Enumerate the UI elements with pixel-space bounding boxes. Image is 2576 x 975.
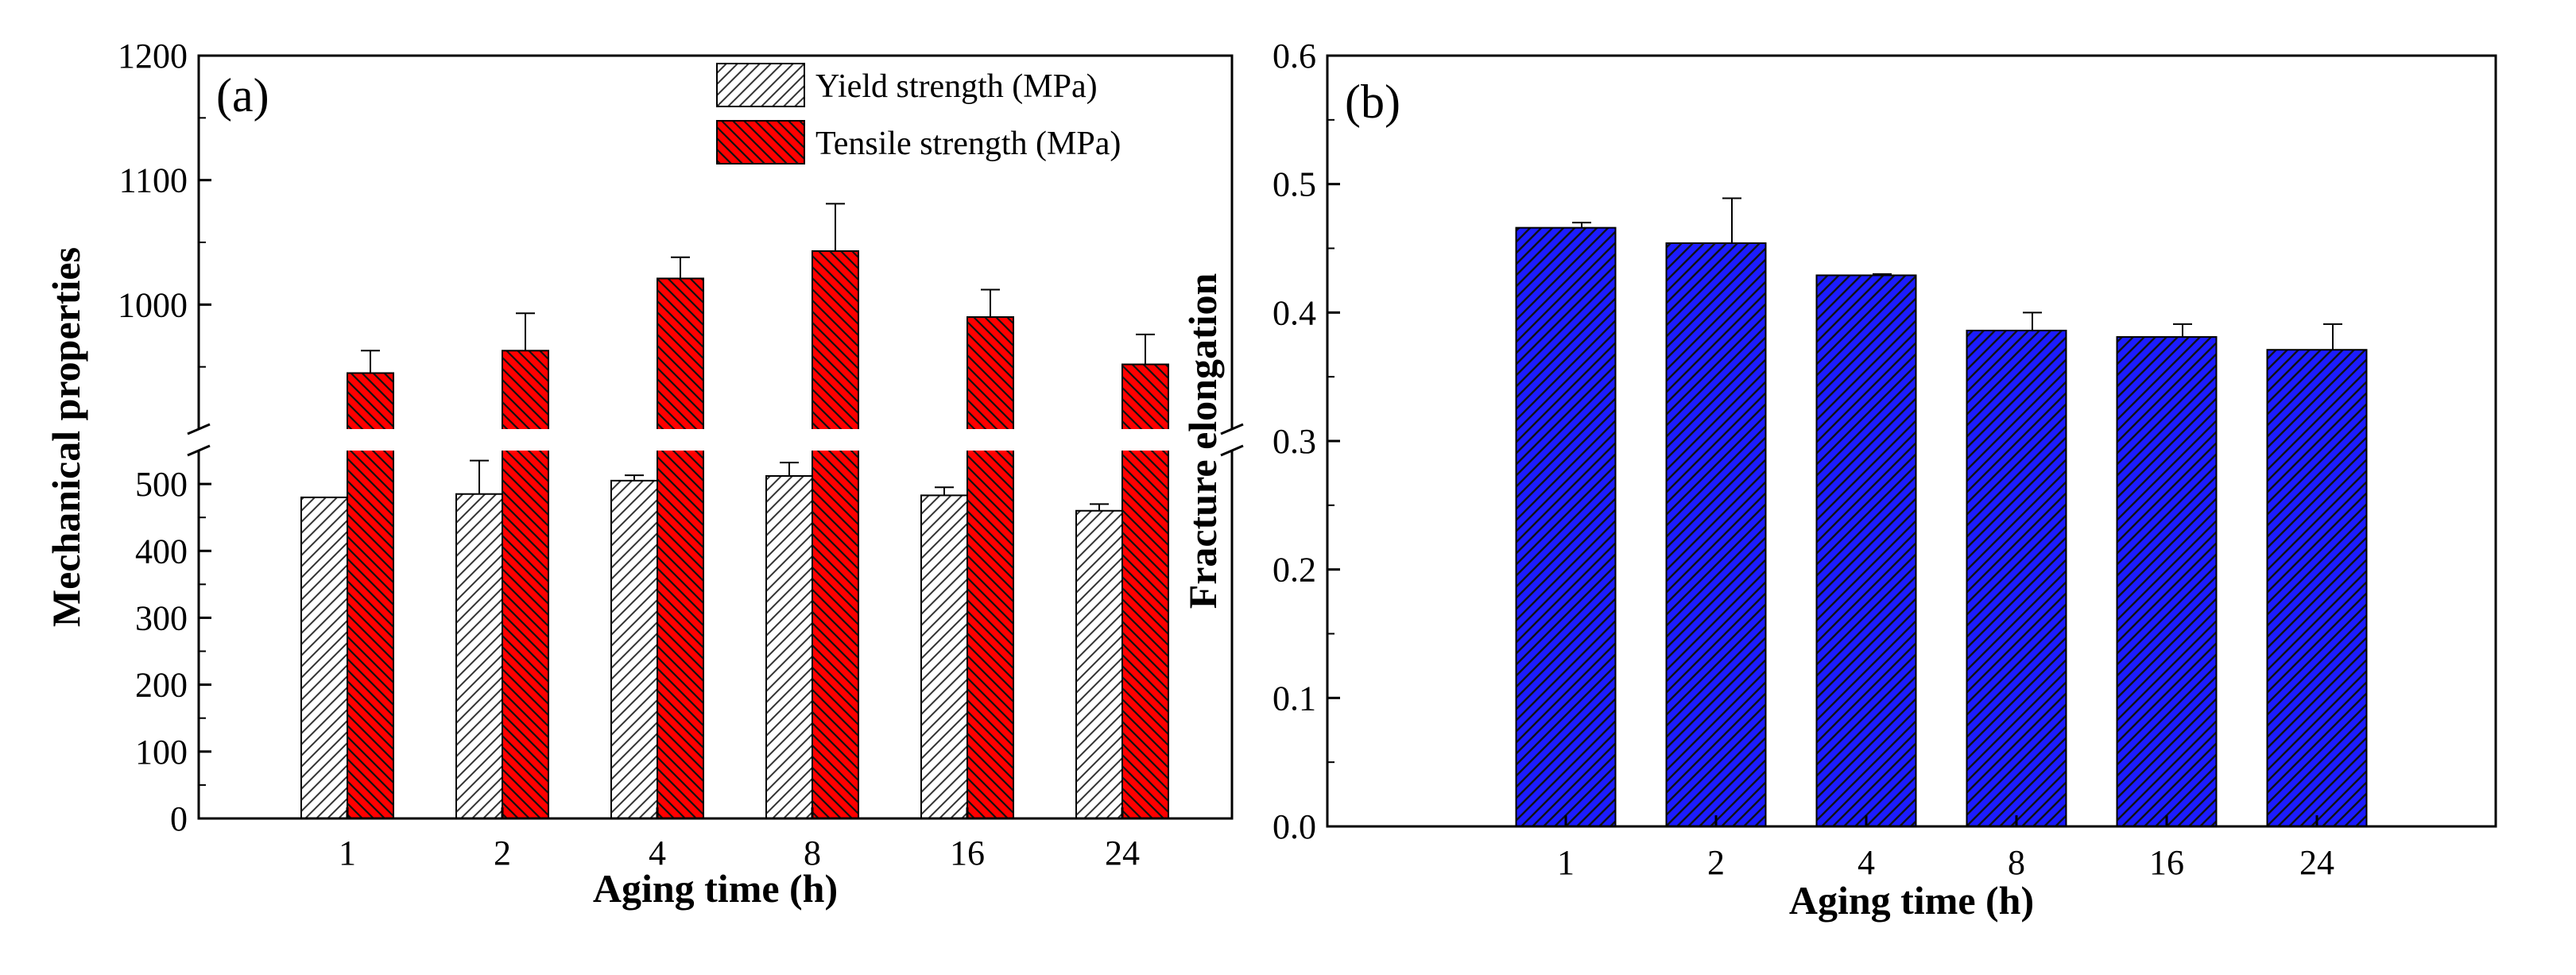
bar-tensile-16 [966,316,1014,819]
chart-b-ticks: 1 2 4 8 16 240.00.10.20.30.40.50.6 [1273,37,2334,882]
y-tick-label-300: 300 [135,598,188,637]
bar-elongation-1 [1515,226,1617,827]
x-tick-label-24: 24 [1105,834,1140,872]
chart-a-bars [300,250,1169,820]
axis-break-mark-right-bottom [1220,444,1244,457]
y-tick-label-0.6: 0.6 [1273,37,1316,75]
chart-b-y-axis-label: Fracture elongation [1180,273,1225,609]
bar-elongation-24 [2266,349,2368,827]
bar-yield-8 [765,474,813,819]
x-tick-label-24: 24 [2299,843,2334,882]
x-tick-label-4: 4 [1857,843,1875,882]
y-tick-label-1000: 1000 [118,285,188,324]
legend-label-tensile: Tensile strength (MPa) [815,126,1121,162]
chart-a-error-bars [361,203,1155,511]
chart-b: 1 2 4 8 16 240.00.10.20.30.40.50.6 (b) Aging … [1180,37,2497,923]
x-tick-label-4: 4 [649,834,666,872]
axis-break-mark-left-bottom [187,444,211,457]
chart-a-x-axis-label: Aging time (h) [593,866,838,911]
y-tick-label-0.3: 0.3 [1273,422,1316,461]
y-tick-label-0.1: 0.1 [1273,679,1316,718]
chart-b-bars [1515,226,2368,827]
chart-a-axis-break [187,423,1244,457]
chart-b-error-bars [1572,197,2342,350]
y-tick-label-100: 100 [135,733,188,772]
y-tick-label-400: 400 [135,532,188,571]
legend-swatch-tensile [716,120,805,164]
bar-elongation-16 [2116,336,2218,827]
bar-tensile-2 [502,350,549,819]
axis-break-mark-left-top [187,423,211,435]
legend-label-yield: Yield strength (MPa) [815,68,1098,105]
x-tick-label-1: 1 [339,834,356,872]
y-tick-label-0.0: 0.0 [1273,807,1316,846]
chart-b-panel-label: (b) [1345,75,1400,128]
y-tick-label-0.4: 0.4 [1273,293,1316,332]
legend-swatch-yield [716,63,805,107]
axis-break-gap [196,429,1235,451]
x-tick-label-8: 8 [2008,843,2025,882]
y-tick-label-0: 0 [170,799,188,838]
bar-tensile-8 [812,250,859,819]
y-tick-label-0.5: 0.5 [1273,165,1316,204]
y-tick-label-1100: 1100 [119,161,188,200]
bar-yield-16 [920,494,968,819]
bar-tensile-4 [657,277,704,819]
x-tick-label-16: 16 [2149,843,2184,882]
x-tick-label-8: 8 [804,834,821,872]
x-tick-label-2: 2 [1707,843,1725,882]
bar-yield-2 [455,493,503,820]
y-tick-label-200: 200 [135,666,188,705]
bar-yield-1 [300,496,348,819]
chart-a-panel-label: (a) [216,69,269,122]
bar-elongation-8 [1966,329,2067,827]
axis-break-mark-right-top [1220,423,1244,435]
x-tick-label-2: 2 [494,834,511,872]
y-tick-label-1200: 1200 [118,37,188,75]
chart-b-frame [1326,54,2497,828]
y-tick-label-500: 500 [135,465,188,504]
chart-a-legend: Yield strength (MPa) Tensile strength (M… [716,63,1121,164]
bar-elongation-2 [1665,242,1767,827]
chart-b-x-axis-label: Aging time (h) [1789,878,2034,923]
x-tick-label-16: 16 [950,834,985,872]
chart-a-y-axis-label: Mechanical properties [44,247,88,627]
bar-elongation-4 [1815,274,1917,827]
bar-yield-4 [610,479,658,820]
bar-yield-24 [1075,509,1123,819]
x-tick-label-1: 1 [1557,843,1575,882]
y-tick-label-0.2: 0.2 [1273,551,1316,590]
